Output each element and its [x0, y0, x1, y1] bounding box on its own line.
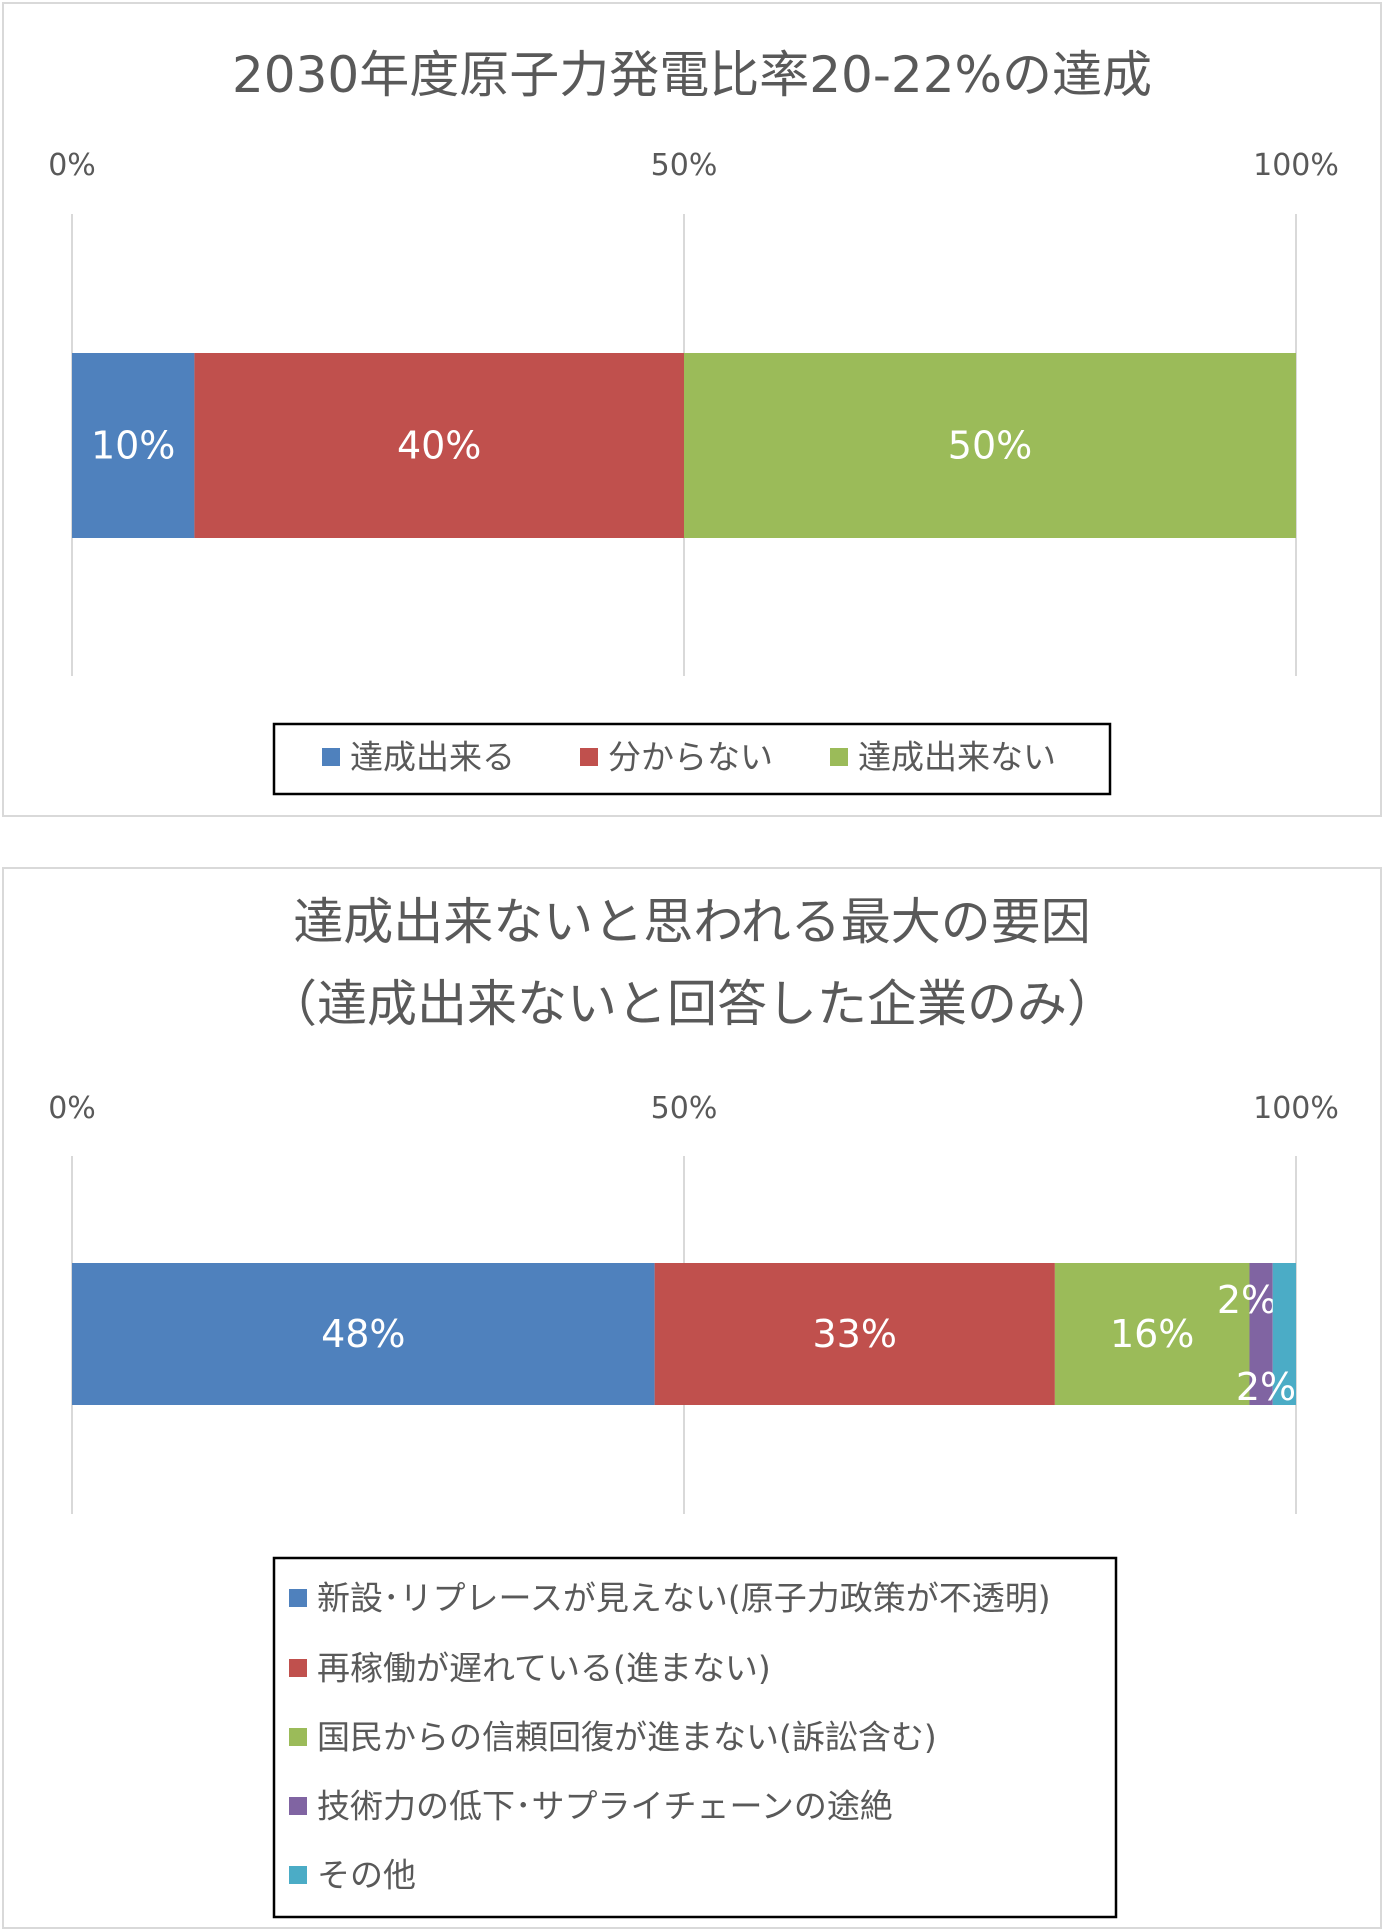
- bar-segment-1: [72, 1263, 655, 1405]
- bar-segment-4: [1249, 1263, 1273, 1405]
- legend-box: [272, 1556, 1118, 1919]
- data-label-4: 2%: [1217, 1278, 1277, 1322]
- bar-segment-2: [194, 353, 684, 538]
- legend-swatch-3: [830, 748, 848, 766]
- legend-label-3: 国民からの信頼回復が進まない(訴訟含む): [317, 1718, 937, 1757]
- bar-segment-3: [1054, 1263, 1250, 1405]
- bar-segment-1: [72, 353, 195, 538]
- data-label-2: 33%: [813, 1312, 897, 1356]
- chart-panel-main-factor: 達成出来ないと思われる最大の要因 （達成出来ないと回答した企業のみ） 0% 50% 10…: [2, 867, 1382, 1929]
- x-tick-label-50: 50%: [651, 1091, 718, 1126]
- bar-segment-5: [1272, 1263, 1296, 1405]
- x-tick-label-0: 0%: [48, 1091, 96, 1126]
- legend-box: [272, 722, 1112, 796]
- legend-label-1: 新設･リプレースが見えない(原子力政策が不透明): [317, 1579, 1051, 1618]
- x-tick-label-50: 50%: [651, 148, 718, 183]
- chart-title-line-2: （達成出来ないと回答した企業のみ）: [267, 975, 1117, 1033]
- data-label-3: 16%: [1110, 1312, 1194, 1356]
- chart-title-line-1: 2030年度原子力発電比率20-22%の達成: [232, 46, 1152, 104]
- legend-swatch-5: [289, 1866, 307, 1884]
- legend-swatch-4: [289, 1797, 307, 1815]
- chart-nuclear-target: 2030年度原子力発電比率20-22%の達成 0% 50% 100% 10% 40% 50%…: [48, 46, 1339, 796]
- x-tick-label-0: 0%: [48, 148, 96, 183]
- chart-title-line-1: 達成出来ないと思われる最大の要因: [293, 893, 1091, 951]
- legend-swatch-2: [580, 748, 598, 766]
- legend-label-3: 達成出来ない: [858, 738, 1056, 777]
- data-label-1: 48%: [321, 1312, 405, 1356]
- legend-label-4: 技術力の低下･サプライチェーンの途絶: [317, 1787, 893, 1826]
- legend-swatch-2: [289, 1659, 307, 1677]
- legend-label-1: 達成出来る: [350, 738, 515, 777]
- legend-swatch-1: [322, 748, 340, 766]
- x-tick-label-100: 100%: [1253, 1091, 1339, 1126]
- data-label-3: 50%: [948, 424, 1032, 468]
- legend-label-2: 再稼働が遅れている(進まない): [317, 1649, 771, 1688]
- legend-label-2: 分からない: [608, 738, 773, 777]
- bar-segment-2: [654, 1263, 1055, 1405]
- legend-swatch-3: [289, 1728, 307, 1746]
- x-tick-label-100: 100%: [1253, 148, 1339, 183]
- legend-swatch-1: [289, 1589, 307, 1607]
- data-label-1: 10%: [91, 424, 175, 468]
- legend-label-5: その他: [317, 1856, 416, 1895]
- data-label-5: 2%: [1236, 1365, 1296, 1409]
- chart-main-factor: 達成出来ないと思われる最大の要因 （達成出来ないと回答した企業のみ） 0% 50% 10…: [48, 893, 1339, 1919]
- chart-panel-nuclear-target: 2030年度原子力発電比率20-22%の達成 0% 50% 100% 10% 40% 50%…: [2, 2, 1382, 817]
- bar-segment-3: [684, 353, 1296, 538]
- data-label-2: 40%: [397, 424, 481, 468]
